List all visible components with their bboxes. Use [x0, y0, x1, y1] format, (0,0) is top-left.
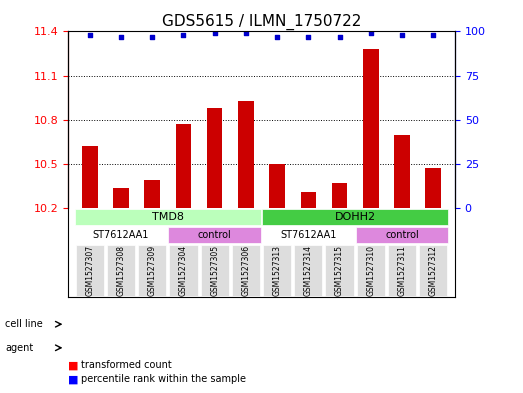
- Bar: [144, 180, 160, 208]
- Point: [148, 33, 156, 40]
- Text: ■: ■: [68, 360, 78, 371]
- Point: [117, 33, 125, 40]
- FancyBboxPatch shape: [76, 245, 104, 296]
- Point: [273, 33, 281, 40]
- Text: transformed count: transformed count: [81, 360, 172, 371]
- Text: percentile rank within the sample: percentile rank within the sample: [81, 374, 246, 384]
- Point: [210, 30, 219, 37]
- Bar: [82, 146, 98, 208]
- Text: GSM1527313: GSM1527313: [272, 245, 281, 296]
- Point: [86, 32, 94, 38]
- Bar: [363, 49, 379, 208]
- Point: [335, 33, 344, 40]
- Text: ST7612AA1: ST7612AA1: [93, 230, 149, 240]
- FancyBboxPatch shape: [325, 245, 354, 296]
- Text: DOHH2: DOHH2: [335, 212, 376, 222]
- Text: GSM1527304: GSM1527304: [179, 244, 188, 296]
- Text: TMD8: TMD8: [152, 212, 184, 222]
- Bar: [75, 227, 167, 243]
- Point: [179, 32, 188, 38]
- Bar: [301, 192, 316, 208]
- FancyBboxPatch shape: [294, 245, 322, 296]
- Text: GSM1527306: GSM1527306: [242, 244, 251, 296]
- Text: GSM1527314: GSM1527314: [304, 245, 313, 296]
- Point: [367, 30, 375, 37]
- FancyBboxPatch shape: [419, 245, 447, 296]
- FancyBboxPatch shape: [107, 245, 135, 296]
- Point: [429, 32, 437, 38]
- Text: GSM1527315: GSM1527315: [335, 245, 344, 296]
- Bar: [262, 209, 448, 225]
- FancyBboxPatch shape: [169, 245, 198, 296]
- Text: GSM1527307: GSM1527307: [85, 244, 94, 296]
- FancyBboxPatch shape: [388, 245, 416, 296]
- Bar: [269, 164, 285, 208]
- Bar: [425, 169, 441, 208]
- Text: cell line: cell line: [5, 319, 43, 329]
- Text: agent: agent: [5, 343, 33, 353]
- Bar: [262, 227, 355, 243]
- FancyBboxPatch shape: [263, 245, 291, 296]
- FancyBboxPatch shape: [201, 245, 229, 296]
- Text: ■: ■: [68, 374, 78, 384]
- Text: GSM1527308: GSM1527308: [117, 245, 126, 296]
- FancyBboxPatch shape: [232, 245, 260, 296]
- Title: GDS5615 / ILMN_1750722: GDS5615 / ILMN_1750722: [162, 14, 361, 30]
- Bar: [332, 183, 347, 208]
- Text: GSM1527305: GSM1527305: [210, 244, 219, 296]
- Text: control: control: [385, 230, 419, 240]
- Point: [242, 30, 250, 37]
- Text: GSM1527312: GSM1527312: [429, 245, 438, 296]
- Text: GSM1527309: GSM1527309: [148, 244, 157, 296]
- Text: GSM1527311: GSM1527311: [397, 245, 406, 296]
- Text: GSM1527310: GSM1527310: [366, 245, 375, 296]
- Bar: [207, 108, 222, 208]
- Bar: [75, 209, 261, 225]
- Text: control: control: [198, 230, 232, 240]
- FancyBboxPatch shape: [357, 245, 385, 296]
- Bar: [113, 187, 129, 208]
- FancyBboxPatch shape: [138, 245, 166, 296]
- Point: [398, 32, 406, 38]
- Bar: [176, 124, 191, 208]
- Bar: [238, 101, 254, 208]
- Point: [304, 33, 313, 40]
- Bar: [168, 227, 261, 243]
- Bar: [394, 134, 410, 208]
- Bar: [356, 227, 448, 243]
- Text: ST7612AA1: ST7612AA1: [280, 230, 336, 240]
